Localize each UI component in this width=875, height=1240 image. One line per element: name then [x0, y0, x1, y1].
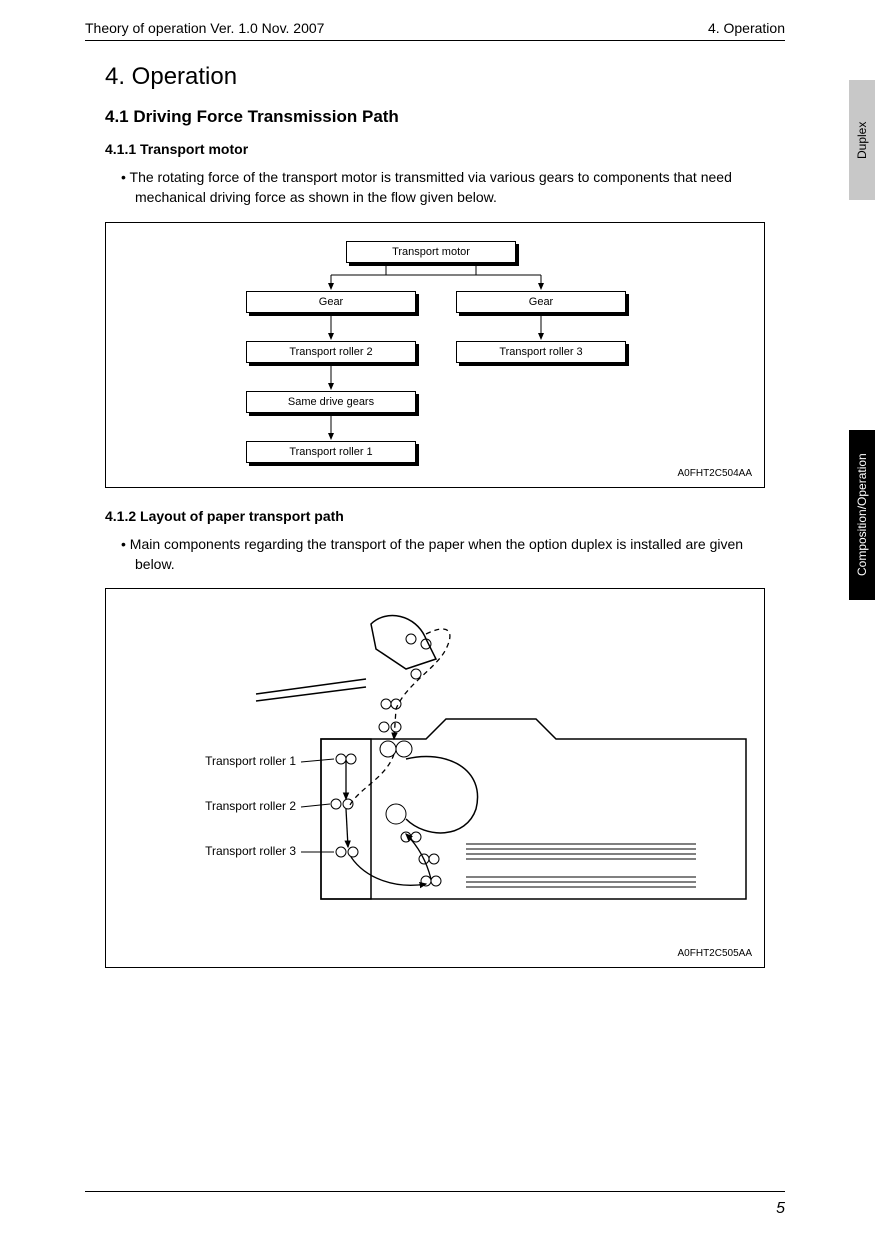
- node-transport-motor: Transport motor: [346, 241, 516, 263]
- tab-duplex: Duplex: [849, 80, 875, 200]
- heading-subsection-1: 4.1.1 Transport motor: [85, 141, 785, 157]
- flowchart-diagram: Transport motor Gear Gear Transport roll…: [105, 222, 765, 488]
- header-right: 4. Operation: [708, 20, 785, 36]
- node-transport-roller-2: Transport roller 2: [246, 341, 416, 363]
- heading-subsection-2: 4.1.2 Layout of paper transport path: [85, 508, 785, 524]
- heading-section: 4.1 Driving Force Transmission Path: [85, 107, 785, 127]
- node-gear-left: Gear: [246, 291, 416, 313]
- diagram-code-1: A0FHT2C504AA: [678, 468, 752, 479]
- callout-transport-roller-2: Transport roller 2: [178, 799, 296, 813]
- node-transport-roller-3: Transport roller 3: [456, 341, 626, 363]
- footer-rule: [85, 1191, 785, 1192]
- callout-transport-roller-3: Transport roller 3: [178, 844, 296, 858]
- layout-diagram: Transport roller 1 Transport roller 2 Tr…: [105, 588, 765, 968]
- tab-composition: Composition/Operation: [849, 430, 875, 600]
- page-content: Theory of operation Ver. 1.0 Nov. 2007 4…: [85, 20, 785, 988]
- callout-transport-roller-1: Transport roller 1: [178, 754, 296, 768]
- printer-schematic: [106, 589, 766, 969]
- node-same-drive-gears: Same drive gears: [246, 391, 416, 413]
- diagram-code-2: A0FHT2C505AA: [678, 948, 752, 959]
- page-header: Theory of operation Ver. 1.0 Nov. 2007 4…: [85, 20, 785, 41]
- bullet-2: Main components regarding the transport …: [85, 534, 785, 575]
- page-number: 5: [776, 1200, 785, 1218]
- bullet-1: The rotating force of the transport moto…: [85, 167, 785, 208]
- header-left: Theory of operation Ver. 1.0 Nov. 2007: [85, 20, 324, 36]
- heading-chapter: 4. Operation: [85, 63, 785, 91]
- node-gear-right: Gear: [456, 291, 626, 313]
- node-transport-roller-1: Transport roller 1: [246, 441, 416, 463]
